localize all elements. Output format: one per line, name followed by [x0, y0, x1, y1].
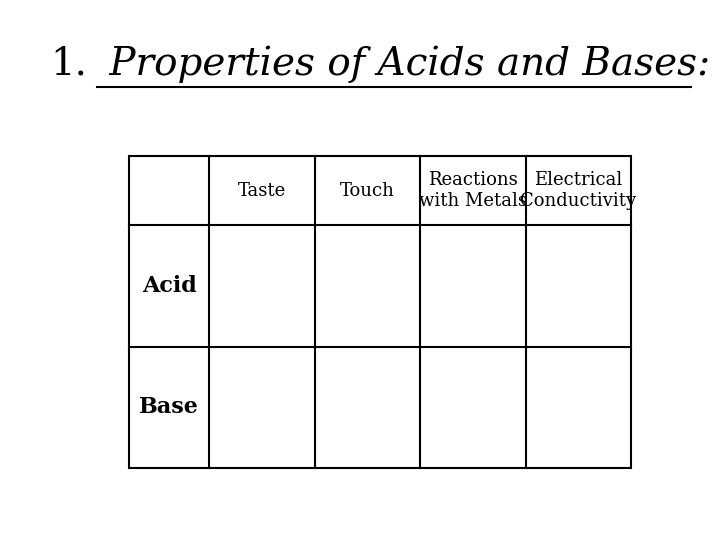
Text: 1.: 1. — [50, 46, 87, 83]
Text: Reactions
with Metals: Reactions with Metals — [419, 171, 527, 210]
Text: Properties of Acids and Bases:: Properties of Acids and Bases: — [97, 46, 711, 83]
Text: Acid: Acid — [142, 275, 197, 296]
Bar — [129, 156, 631, 468]
Text: Base: Base — [139, 396, 199, 419]
Text: Electrical
Conductivity: Electrical Conductivity — [521, 171, 636, 210]
Text: Touch: Touch — [340, 181, 395, 200]
Text: Taste: Taste — [238, 181, 287, 200]
